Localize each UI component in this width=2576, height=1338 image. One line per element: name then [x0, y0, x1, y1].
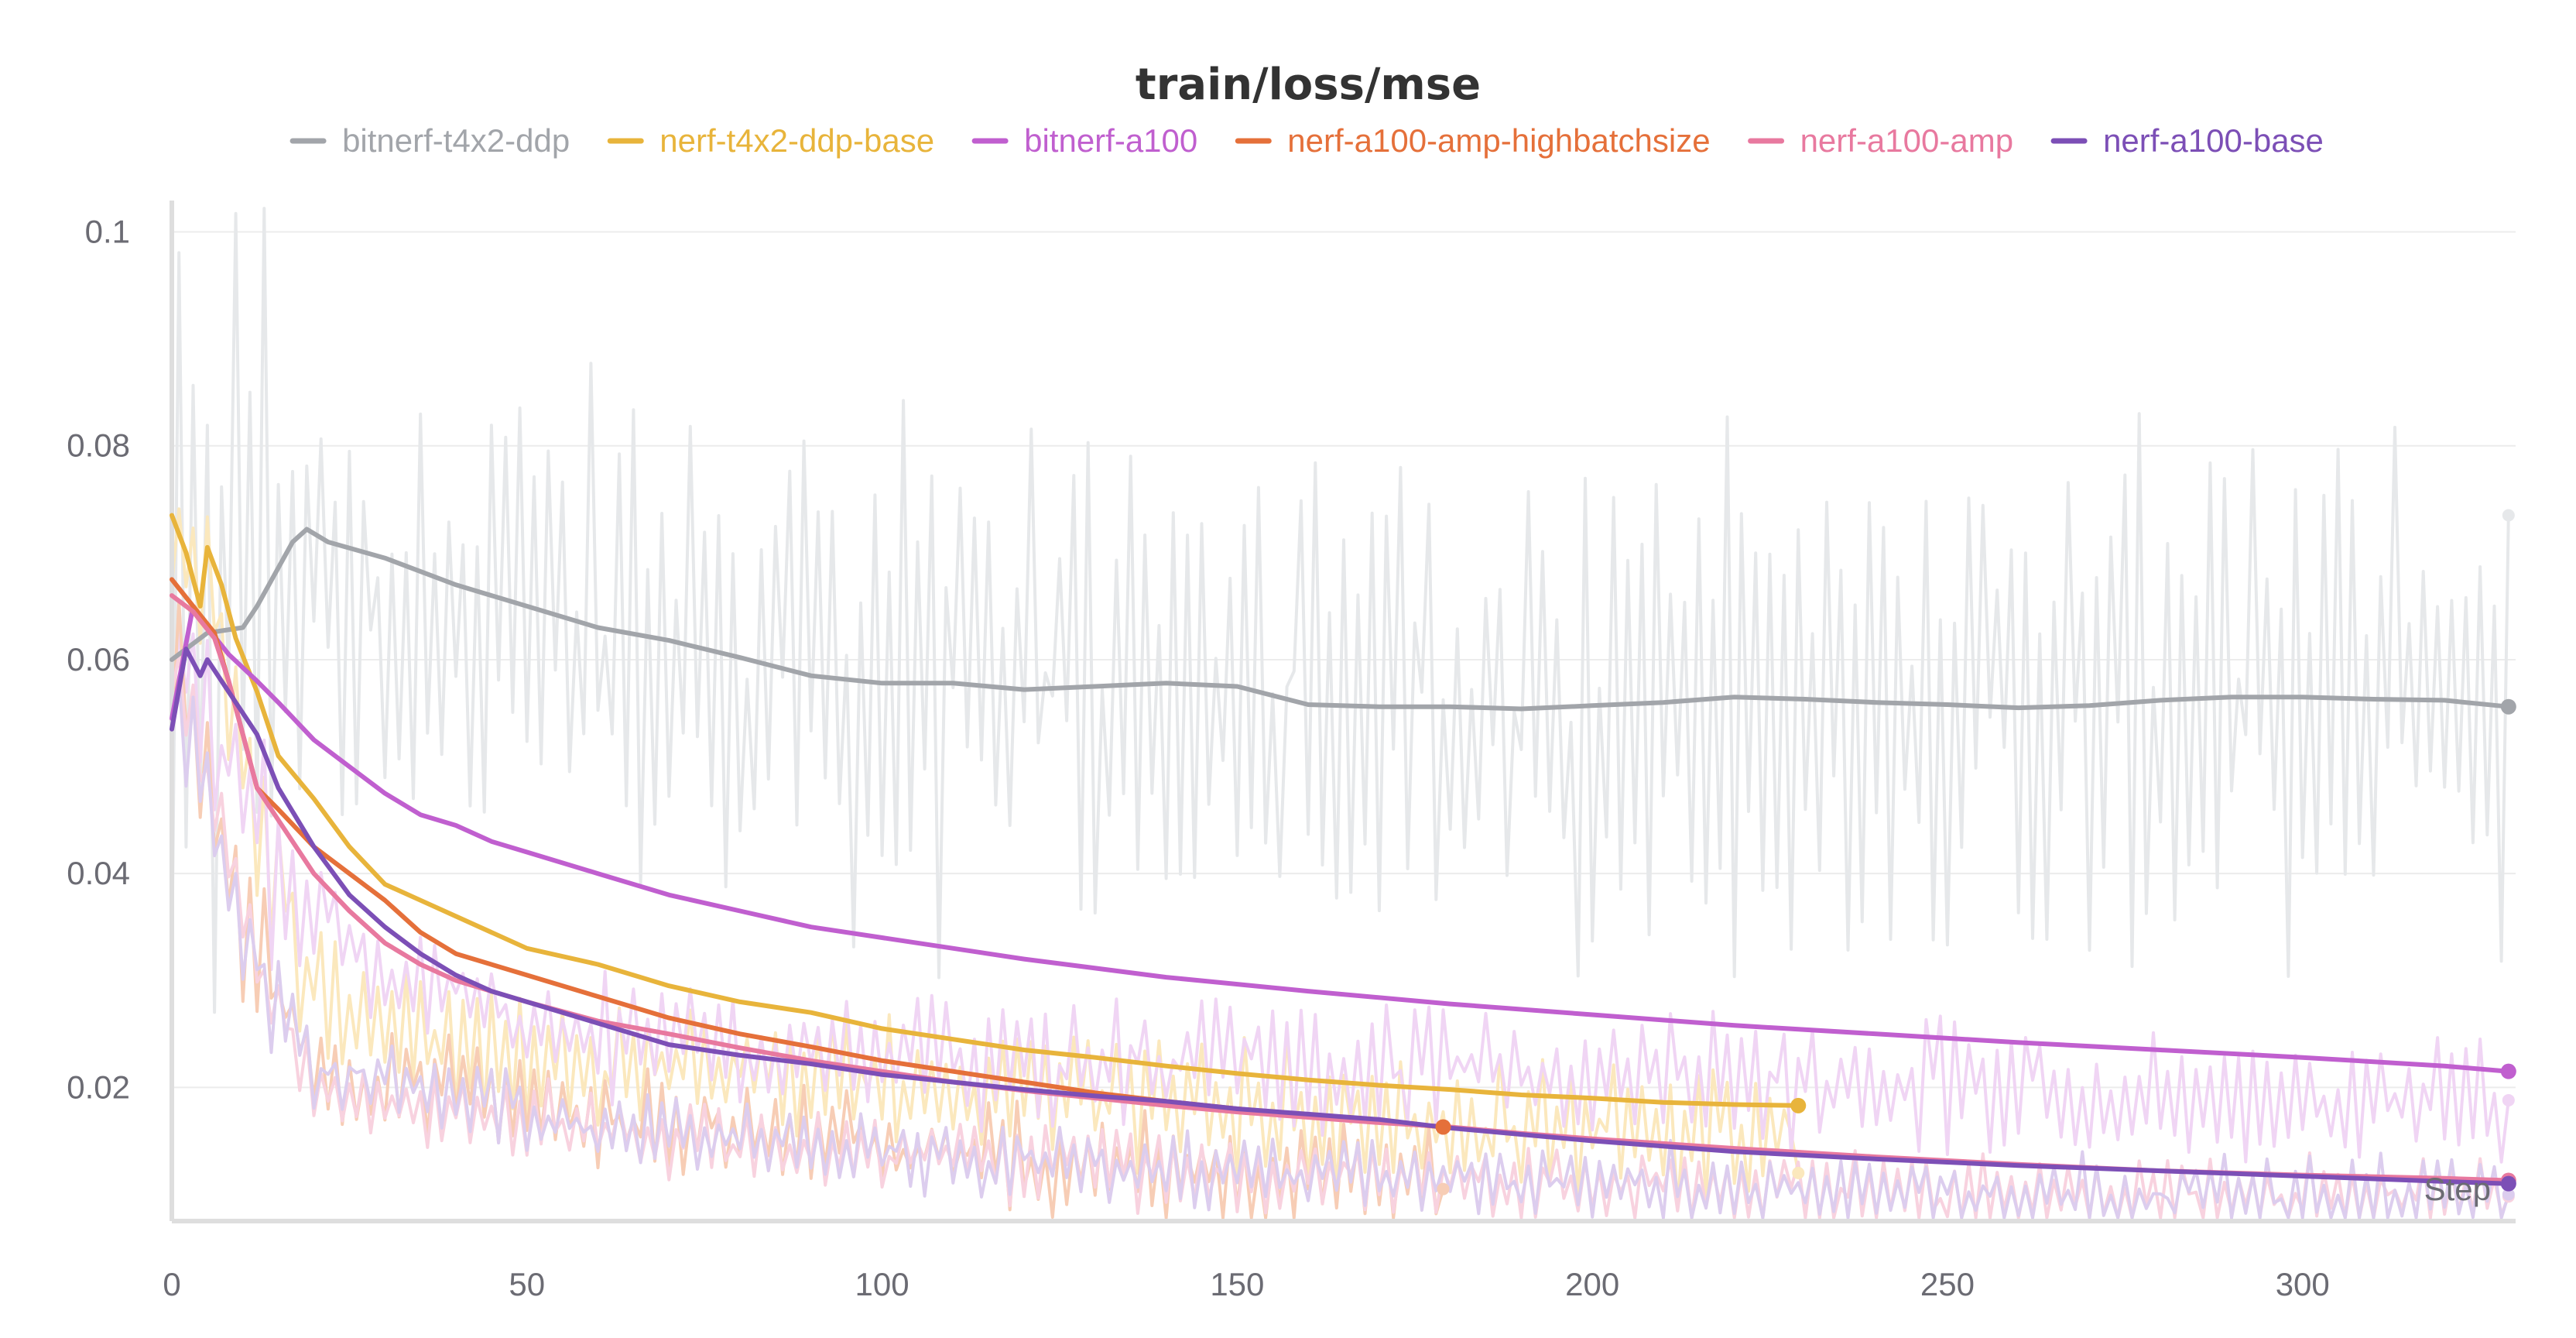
legend-label: bitnerf-t4x2-ddp	[342, 122, 570, 159]
legend-item-nerf-a100-amp[interactable]: nerf-a100-amp	[1748, 122, 2013, 159]
raw-line-nerf-t4x2-ddp-base	[170, 507, 1800, 1209]
end-point-nerf-a100-base	[2500, 1175, 2516, 1192]
raw-end-point-bitnerf-a100	[2502, 1093, 2515, 1106]
series-line-nerf-a100-amp-highbatchsize[interactable]	[170, 577, 1446, 1130]
legend-item-bitnerf-a100[interactable]: bitnerf-a100	[971, 122, 1197, 159]
y-tick-label: 0.06	[67, 641, 130, 678]
legend-item-nerf-a100-amp-highbatchsize[interactable]: nerf-a100-amp-highbatchsize	[1235, 122, 1711, 159]
series-line-bitnerf-t4x2-ddp[interactable]	[170, 527, 2511, 712]
raw-line-bitnerf-t4x2-ddp	[170, 207, 2510, 1014]
x-axis-ticks: 0 50 100 150 200 250 300	[163, 1266, 2329, 1302]
legend-item-bitnerf-t4x2-ddp[interactable]: bitnerf-t4x2-ddp	[289, 122, 570, 159]
legend-label: nerf-t4x2-ddp-base	[659, 122, 934, 159]
raw-end-point-nerf-t4x2-ddp-base	[1792, 1166, 1805, 1179]
raw-series-lines	[170, 207, 2510, 1220]
series-end-markers	[1435, 509, 2516, 1203]
y-axis-ticks: 0.02 0.04 0.06 0.08 0.1	[67, 214, 130, 1106]
raw-line-nerf-a100-base	[170, 674, 2510, 1220]
y-tick-label: 0.08	[67, 427, 130, 464]
legend-item-nerf-a100-base[interactable]: nerf-a100-base	[2050, 122, 2324, 159]
x-tick-label: 50	[509, 1266, 545, 1302]
series-line-nerf-a100-amp[interactable]	[170, 593, 2511, 1183]
legend-label: nerf-a100-amp	[1800, 122, 2013, 159]
raw-end-point-nerf-a100-base	[2502, 1188, 2515, 1201]
chart-title: train/loss/mse	[1136, 60, 1481, 110]
x-tick-label: 150	[1210, 1266, 1264, 1302]
x-tick-label: 300	[2276, 1266, 2330, 1302]
end-point-bitnerf-t4x2-ddp	[2500, 698, 2516, 715]
end-point-nerf-a100-amp-highbatchsize	[1435, 1119, 1451, 1135]
raw-end-point-bitnerf-t4x2-ddp	[2502, 509, 2515, 522]
legend-label: nerf-a100-base	[2103, 122, 2324, 159]
y-tick-label: 0.1	[85, 214, 130, 250]
y-tick-label: 0.04	[67, 855, 130, 891]
x-axis-label: Step	[2424, 1171, 2491, 1207]
y-tick-label: 0.02	[67, 1069, 130, 1105]
legend-item-nerf-t4x2-ddp-base[interactable]: nerf-t4x2-ddp-base	[607, 122, 934, 159]
raw-end-point-nerf-a100-amp-highbatchsize	[1437, 1182, 1450, 1196]
end-point-bitnerf-a100	[2500, 1063, 2516, 1079]
series-line-bitnerf-a100[interactable]	[170, 603, 2511, 1074]
legend-label: bitnerf-a100	[1024, 122, 1197, 159]
legend: bitnerf-t4x2-ddp nerf-t4x2-ddp-base bitner…	[289, 122, 2324, 159]
legend-label: nerf-a100-amp-highbatchsize	[1287, 122, 1710, 159]
x-tick-label: 250	[1920, 1266, 1975, 1302]
smoothed-series-lines	[170, 513, 2511, 1186]
end-point-nerf-t4x2-ddp-base	[1790, 1097, 1807, 1113]
x-tick-label: 0	[163, 1266, 180, 1302]
x-tick-label: 200	[1565, 1266, 1619, 1302]
x-tick-label: 100	[855, 1266, 909, 1302]
series-line-nerf-a100-base[interactable]	[170, 647, 2511, 1186]
series-line-nerf-t4x2-ddp-base[interactable]	[170, 513, 1801, 1108]
